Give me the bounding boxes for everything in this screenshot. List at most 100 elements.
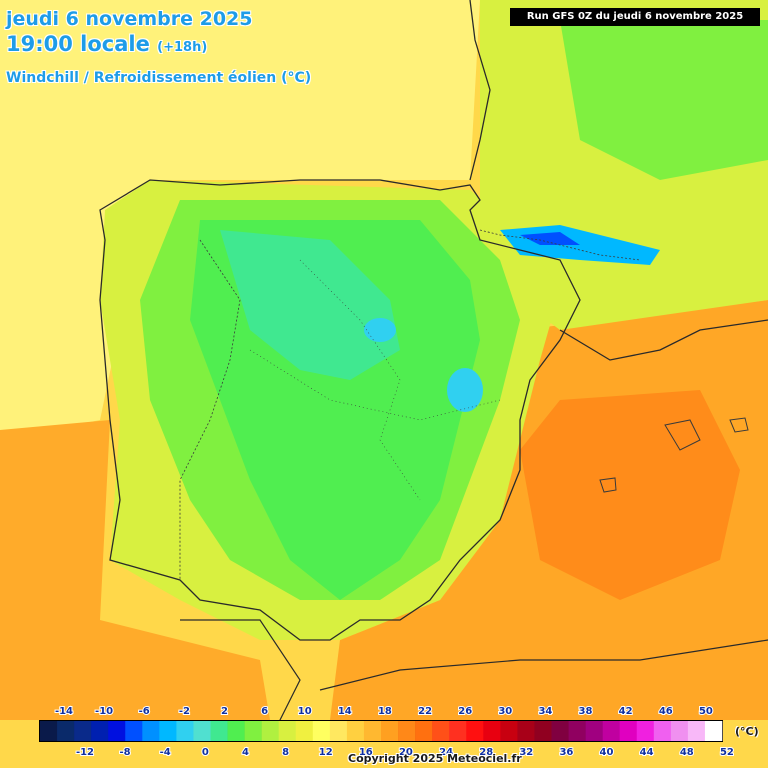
legend-swatch — [91, 721, 109, 741]
legend-tick-label: 30 — [498, 706, 512, 717]
legend-swatch — [466, 721, 484, 741]
legend-swatch — [415, 721, 433, 741]
ibiza-outline — [599, 477, 617, 493]
copyright: Copyright 2025 Meteociel.fr — [348, 752, 522, 765]
north-africa-coastline — [180, 619, 768, 741]
legend-tick-label: 8 — [282, 747, 289, 758]
legend-tick-label: 40 — [600, 747, 614, 758]
legend-swatch — [278, 721, 297, 741]
legend-tick-label: 52 — [720, 747, 734, 758]
legend-swatch — [381, 721, 399, 741]
legend-tick-label: 46 — [659, 706, 673, 717]
forecast-time-text: 19:00 locale — [6, 32, 150, 56]
legend-swatch — [176, 721, 194, 741]
parameter-title: Windchill / Refroidissement éolien (°C) — [6, 70, 312, 86]
legend-tick-label: -6 — [139, 706, 150, 717]
legend-swatch — [449, 721, 467, 741]
legend-tick-label: 4 — [242, 747, 249, 758]
legend-swatch — [159, 721, 177, 741]
forecast-time: 19:00 locale (+18h) — [6, 32, 207, 56]
legend-swatch — [193, 721, 211, 741]
france-spain-border — [479, 229, 641, 261]
legend-tick-label: 28 — [479, 747, 493, 758]
legend-tick-label: 48 — [680, 747, 694, 758]
legend-swatch — [534, 721, 552, 741]
legend-tick-label: 42 — [619, 706, 633, 717]
legend-tick-label: 26 — [458, 706, 472, 717]
peninsula-coastline — [99, 179, 581, 641]
legend-tick-label: -2 — [179, 706, 190, 717]
legend-tick-label: 10 — [298, 706, 312, 717]
legend-tick-label: 22 — [418, 706, 432, 717]
central-cold-spot — [364, 318, 396, 342]
legend-tick-label: -12 — [76, 747, 94, 758]
legend-tick-label: -4 — [160, 747, 171, 758]
legend-tick-label: 36 — [559, 747, 573, 758]
region-borders — [249, 259, 501, 501]
france-cool-zone — [560, 20, 768, 180]
legend-tick-label: 44 — [640, 747, 654, 758]
legend-labels-bottom: -12 -8 -4 0 4 8 12 16 20 24 28 32 36 40 44 48 52 — [75, 746, 735, 759]
legend-tick-label: -10 — [95, 706, 113, 717]
legend-swatch — [40, 721, 58, 741]
legend-swatch — [636, 721, 655, 741]
legend-swatch — [125, 721, 143, 741]
legend-swatch — [432, 721, 450, 741]
legend-tick-label: 14 — [338, 706, 352, 717]
legend-swatch — [670, 721, 689, 741]
legend-tick-label: 24 — [439, 747, 453, 758]
legend-swatch — [500, 721, 518, 741]
legend-swatch — [210, 721, 228, 741]
mediterranean-hot-zone — [520, 390, 740, 600]
legend-swatch — [551, 721, 569, 741]
legend-swatch — [329, 721, 348, 741]
legend-swatch — [687, 721, 706, 741]
legend-swatch — [619, 721, 638, 741]
mallorca-outline — [664, 419, 701, 451]
legend-swatch — [57, 721, 75, 741]
legend-tick-label: 12 — [319, 747, 333, 758]
legend-swatch — [483, 721, 501, 741]
legend-swatch — [142, 721, 160, 741]
france-atlantic-coastline — [469, 0, 491, 181]
legend-tick-label: 38 — [579, 706, 593, 717]
legend-labels-top: -14 -10 -6 -2 2 6 10 14 18 22 26 30 34 38 42 46 50 — [54, 705, 714, 718]
legend-tick-label: 34 — [538, 706, 552, 717]
legend-tick-label: 16 — [359, 747, 373, 758]
legend-swatch — [74, 721, 92, 741]
legend-swatch — [398, 721, 416, 741]
legend-tick-label: 18 — [378, 706, 392, 717]
legend-tick-label: -8 — [120, 747, 131, 758]
legend-swatch — [363, 721, 382, 741]
legend-tick-label: 20 — [399, 747, 413, 758]
legend-tick-label: 50 — [699, 706, 713, 717]
legend-tick-label: 0 — [202, 747, 209, 758]
atlantic-warm-zone — [0, 420, 270, 720]
legend-swatch — [568, 721, 586, 741]
legend-colorbar — [39, 720, 723, 742]
run-badge: Run GFS 0Z du jeudi 6 novembre 2025 — [510, 8, 760, 26]
forecast-offset: (+18h) — [157, 40, 208, 55]
legend-tick-label: 2 — [221, 706, 228, 717]
legend-swatch — [585, 721, 603, 741]
legend-tick-label: 6 — [261, 706, 268, 717]
atlantic-cool-zone — [0, 0, 480, 440]
legend-swatch — [346, 721, 365, 741]
menorca-outline — [729, 417, 749, 433]
legend-swatch — [517, 721, 535, 741]
meseta-cold-zone — [220, 230, 400, 380]
forecast-date: jeudi 6 novembre 2025 — [6, 8, 253, 30]
portugal-border — [179, 239, 241, 580]
legend-swatch — [312, 721, 331, 741]
iberian-range-cold-spot — [447, 368, 483, 412]
legend-swatch — [295, 721, 314, 741]
legend-tick-label: -14 — [55, 706, 73, 717]
legend-swatch — [704, 721, 723, 741]
legend-tick-label: 32 — [519, 747, 533, 758]
legend-swatch — [653, 721, 672, 741]
gulf-of-lion-coastline — [559, 319, 768, 361]
legend-swatch — [244, 721, 262, 741]
legend-swatch — [261, 721, 279, 741]
